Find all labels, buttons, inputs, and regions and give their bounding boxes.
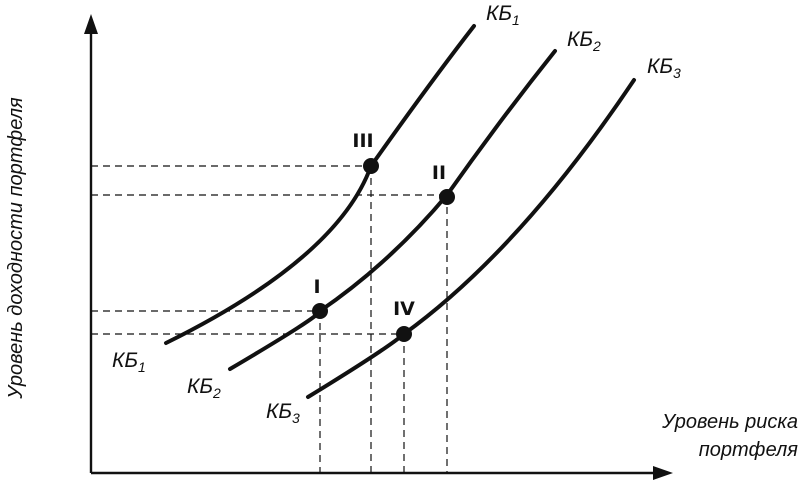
curve-kb3 — [306, 78, 636, 399]
curve-kb2-bottom-base: КБ — [187, 375, 213, 398]
y-axis-title: Уровень доходности портфеля — [5, 97, 27, 400]
curve-kb3-bottom-label: КБ3 — [266, 400, 300, 426]
point-ii-marker — [439, 189, 455, 205]
curve-kb2-top-sub: 2 — [592, 38, 601, 54]
curve-kb3-top-sub: 3 — [673, 65, 681, 81]
curve-kb3-bottom-base: КБ — [266, 400, 292, 423]
curve-kb1-bottom-label: КБ1 — [112, 349, 146, 375]
curve-kb1-top-sub: 1 — [512, 12, 520, 28]
point-iii-marker — [363, 158, 379, 174]
x-axis-title-line2: портфеля — [699, 439, 799, 461]
x-axis-title-line1: Уровень риска — [661, 411, 798, 433]
point-iv-marker — [396, 326, 412, 342]
point-i-label: I — [313, 276, 320, 298]
curve-kb1-bottom-sub: 1 — [138, 359, 146, 375]
point-ii-label: II — [432, 162, 446, 184]
point-iii-label: III — [352, 130, 373, 152]
curve-kb2-bottom-label: КБ2 — [187, 375, 221, 401]
curve-kb2 — [228, 49, 557, 371]
curve-kb1-bottom-base: КБ — [112, 349, 138, 372]
y-axis-arrow-icon — [84, 14, 98, 34]
curve-kb2-top-label: КБ2 — [567, 28, 601, 54]
curve-kb3-top-base: КБ — [647, 55, 673, 78]
curve-kb3-top-label: КБ3 — [647, 55, 681, 81]
point-iv-label: IV — [393, 298, 415, 320]
curve-kb2-bottom-sub: 2 — [212, 385, 221, 401]
curve-kb3-bottom-sub: 3 — [292, 410, 300, 426]
x-axis-arrow-icon — [653, 466, 673, 480]
point-i-marker — [312, 303, 328, 319]
curve-kb1-top-base: КБ — [486, 2, 512, 25]
curve-kb2-top-base: КБ — [567, 28, 593, 51]
curve-kb1-top-label: КБ1 — [486, 2, 520, 28]
